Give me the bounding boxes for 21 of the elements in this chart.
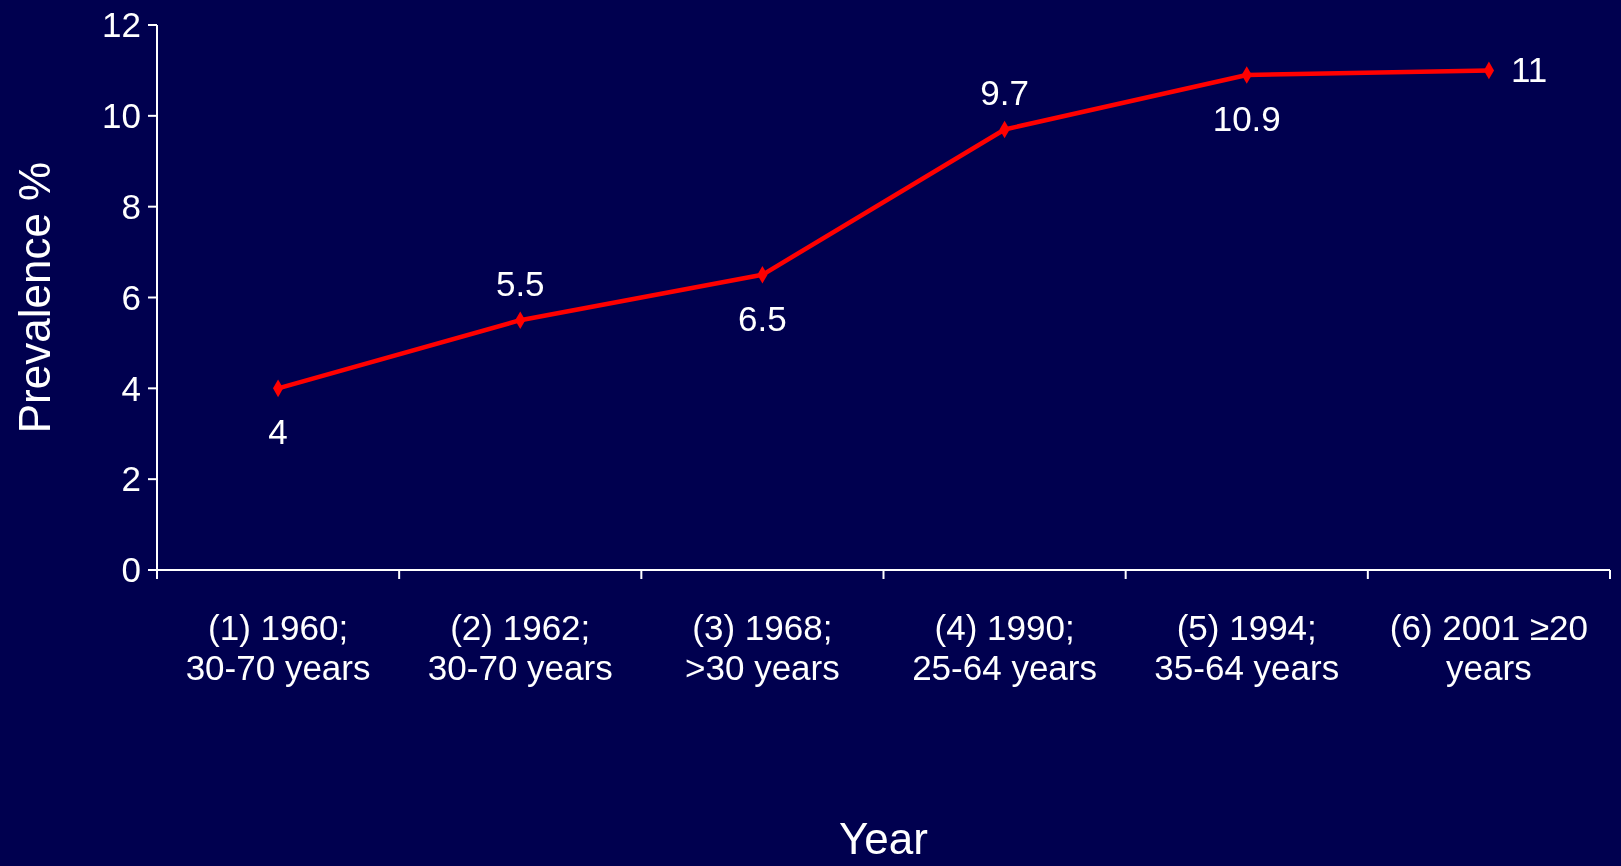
y-tick-label: 10: [102, 96, 141, 136]
x-tick-label: (1) 1960; 30-70 years: [185, 608, 371, 688]
data-label: 10.9: [1212, 98, 1281, 138]
y-axis-title: Prevalence %: [10, 161, 59, 434]
data-label: 5.5: [495, 264, 545, 304]
data-label: 11: [1510, 50, 1548, 90]
y-tick-label: 4: [121, 368, 141, 408]
x-tick-label: (3) 1968; >30 years: [685, 608, 840, 688]
data-label: 9.7: [980, 73, 1029, 113]
data-label: 6.5: [738, 298, 787, 338]
x-tick-label: (2) 1962; 30-70 years: [427, 608, 613, 688]
x-tick-label: (5) 1994; 35-64 years: [1154, 608, 1340, 688]
x-axis-title: Year: [839, 814, 928, 863]
y-tick-label: 6: [121, 277, 141, 317]
x-tick-label: (6) 2001 ≥20 years: [1389, 608, 1589, 688]
x-tick-label: (4) 1990; 25-64 years: [912, 608, 1097, 688]
y-tick-label: 12: [102, 5, 141, 45]
y-tick-label: 8: [121, 186, 141, 226]
y-tick-label: 2: [121, 459, 141, 499]
data-label: 4: [268, 412, 288, 452]
y-tick-label: 0: [121, 550, 141, 590]
